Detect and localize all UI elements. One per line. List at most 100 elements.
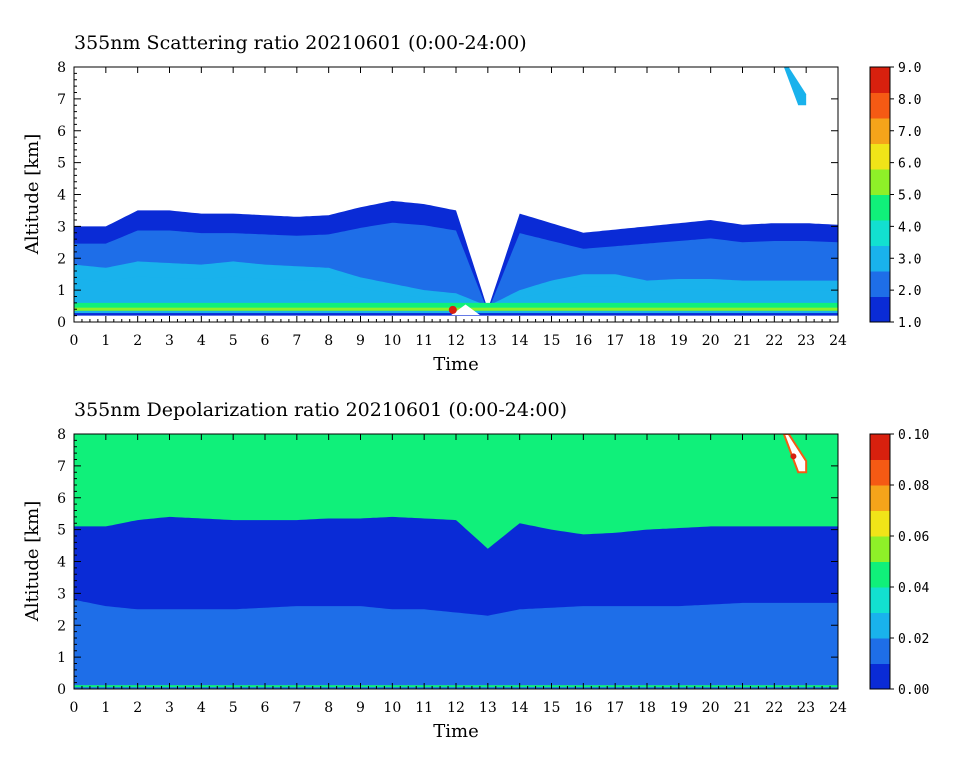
colorbar-swatch (870, 663, 890, 690)
hot-spot (448, 305, 457, 314)
x-tick-label: 11 (415, 700, 433, 716)
y-tick-label: 2 (57, 251, 66, 267)
y-tick-label: 7 (57, 459, 66, 475)
y-tick-label: 6 (57, 124, 66, 140)
y-tick-label: 4 (57, 188, 66, 204)
colorbar-label: 4.0 (898, 220, 921, 235)
colorbar-label: 0.00 (898, 683, 929, 698)
colorbar-swatch (870, 245, 890, 272)
cloud-core (790, 453, 797, 460)
x-tick-label: 23 (797, 333, 815, 349)
colorbar: 0.00 0.02 0.04 0.06 0.08 0.10 (869, 428, 929, 698)
colorbar-frame (869, 433, 891, 690)
colorbar-swatch (870, 271, 890, 297)
colorbar-label: 6.0 (898, 157, 921, 172)
x-tick-label: 16 (574, 333, 592, 349)
x-tick-label: 7 (292, 333, 301, 349)
x-tick-label: 10 (383, 333, 401, 349)
colorbar-swatch (870, 143, 890, 170)
x-tick-label: 22 (765, 700, 783, 716)
scattering-ratio-panel: 355nm Scattering ratio 20210601 (0:00-24… (22, 32, 921, 375)
x-tick-label: 4 (197, 700, 206, 716)
y-tick-label: 5 (57, 523, 66, 539)
x-tick-label: 5 (229, 700, 238, 716)
colorbar-swatch (870, 561, 890, 588)
colorbar-swatch (870, 459, 890, 486)
noon-gap (451, 304, 480, 315)
x-tick-label: 15 (543, 333, 561, 349)
x-tick-label: 14 (511, 700, 529, 716)
x-tick-label: 22 (765, 333, 783, 349)
y-tick-label: 0 (57, 315, 66, 331)
colorbar-swatch (870, 434, 890, 460)
chart-title: 355nm Scattering ratio 20210601 (0:00-24… (74, 32, 527, 54)
x-tick-label: 7 (292, 700, 301, 716)
x-tick-label: 14 (511, 333, 529, 349)
y-tick-label: 7 (57, 92, 66, 108)
y-tick-label: 1 (57, 650, 66, 666)
boundary-layer-core (74, 622, 838, 689)
colorbar-swatch (870, 194, 890, 221)
depolarization-ratio-panel: 355nm Depolarization ratio 20210601 (0:0… (22, 399, 929, 742)
x-tick-label: 19 (670, 700, 688, 716)
x-tick-label: 21 (734, 700, 752, 716)
y-axis-label: Altitude [km] (22, 134, 43, 256)
x-tick-label: 18 (638, 700, 656, 716)
x-tick-label: 3 (165, 700, 174, 716)
colorbar-swatch (870, 169, 890, 195)
x-tick-label: 6 (261, 700, 270, 716)
y-tick-label: 2 (57, 618, 66, 634)
colorbar-swatch (870, 510, 890, 537)
cloud (782, 434, 808, 474)
colorbar-swatch (870, 612, 890, 639)
surface-layer (74, 302, 838, 311)
x-tick-label: 23 (797, 700, 815, 716)
colorbar-swatch (870, 220, 890, 246)
colorbar-label: 3.0 (898, 252, 921, 267)
colorbar-swatch (870, 118, 890, 144)
colorbar-label: 7.0 (898, 125, 921, 140)
x-axis-label: Time (433, 354, 478, 375)
y-tick-label: 1 (57, 283, 66, 299)
x-tick-label: 13 (479, 333, 497, 349)
x-tick-label: 16 (574, 700, 592, 716)
y-tick-label: 8 (57, 60, 66, 76)
x-tick-label: 15 (543, 700, 561, 716)
colorbar-swatch (870, 92, 890, 119)
y-tick-label: 3 (57, 219, 66, 235)
colorbar-label: 0.06 (898, 530, 929, 545)
x-tick-label: 17 (606, 333, 624, 349)
colorbar-label: 1.0 (898, 316, 921, 331)
x-tick-label: 11 (415, 333, 433, 349)
x-tick-label: 20 (702, 700, 720, 716)
colorbar-swatch (870, 485, 890, 511)
colorbar-label: 0.04 (898, 581, 929, 596)
x-tick-label: 9 (356, 700, 365, 716)
colorbar-swatch (870, 536, 890, 562)
y-tick-label: 0 (57, 682, 66, 698)
colorbar-label: 0.08 (898, 479, 929, 494)
heatmap-field (74, 67, 838, 316)
x-tick-label: 21 (734, 333, 752, 349)
y-tick-label: 8 (57, 427, 66, 443)
colorbar-swatch (870, 587, 890, 613)
colorbar-label: 0.10 (898, 428, 929, 443)
plot-area: 0 1 2 3 4 5 6 7 8 9 10 11 12 13 14 15 16 17 18 19 20 21 22 23 24… (57, 427, 847, 716)
colorbar: 1.0 2.0 3.0 4.0 5.0 6.0 7.0 8.0 9.0 (869, 61, 921, 331)
x-tick-label: 0 (70, 333, 79, 349)
colorbar-label: 0.02 (898, 632, 929, 647)
x-tick-label: 24 (829, 700, 847, 716)
y-tick-label: 6 (57, 491, 66, 507)
x-tick-label: 17 (606, 700, 624, 716)
y-tick-label: 4 (57, 555, 66, 571)
y-axis-label: Altitude [km] (22, 501, 43, 623)
colorbar-label: 9.0 (898, 61, 921, 76)
x-tick-label: 8 (324, 700, 333, 716)
x-tick-label: 24 (829, 333, 847, 349)
x-tick-label: 10 (383, 700, 401, 716)
x-tick-label: 20 (702, 333, 720, 349)
y-tick-label: 3 (57, 586, 66, 602)
colorbar-swatch (870, 638, 890, 664)
x-tick-label: 8 (324, 333, 333, 349)
